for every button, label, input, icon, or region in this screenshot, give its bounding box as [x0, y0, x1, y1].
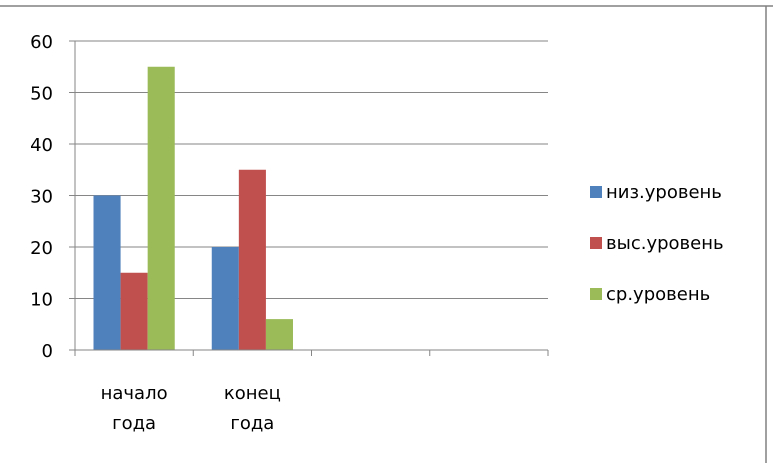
y-tick-label: 60 — [30, 32, 53, 53]
y-tick-label: 30 — [30, 187, 53, 208]
legend-label: ср.уровень — [606, 284, 710, 305]
x-category-label: начало — [101, 383, 168, 404]
bar — [93, 195, 121, 350]
bar — [147, 66, 175, 350]
x-category-label: года — [230, 413, 274, 434]
bar — [265, 319, 293, 350]
y-axis: 0 10 20 30 40 50 60 — [30, 32, 76, 362]
x-category-label: года — [112, 413, 156, 434]
bars — [93, 66, 293, 350]
legend-swatch — [590, 288, 602, 300]
legend-label: выс.уровень — [606, 233, 724, 254]
gridlines — [75, 40, 548, 299]
y-tick-label: 50 — [30, 84, 53, 105]
legend: низ.уровень выс.уровень ср.уровень — [590, 182, 724, 305]
y-tick-label: 40 — [30, 135, 53, 156]
y-tick-label: 10 — [30, 290, 53, 311]
x-axis: начало года конец года — [74, 349, 549, 434]
bar — [238, 169, 266, 350]
y-tick-label: 0 — [42, 341, 53, 362]
legend-swatch — [590, 186, 602, 198]
x-category-label: конец — [224, 383, 281, 404]
bar — [120, 272, 148, 350]
legend-swatch — [590, 237, 602, 249]
y-tick-label: 20 — [30, 238, 53, 259]
legend-label: низ.уровень — [606, 182, 722, 203]
bar — [211, 247, 239, 350]
